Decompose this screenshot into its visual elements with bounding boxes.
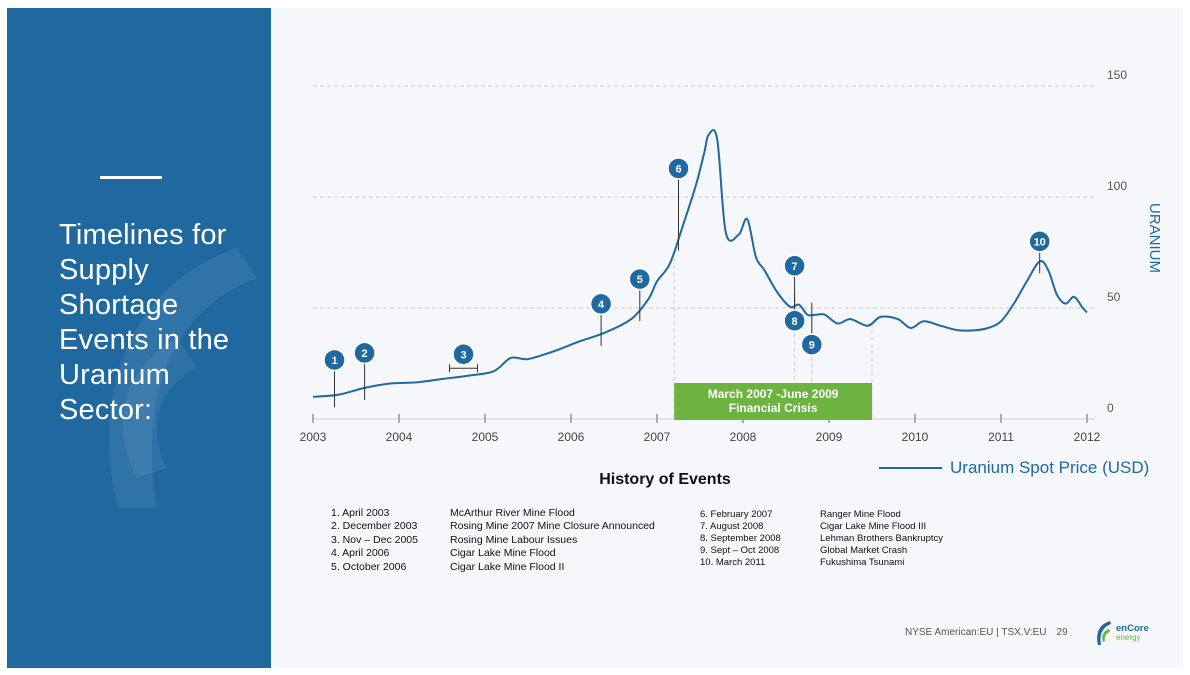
event-name: Rosing Mine 2007 Mine Closure Announced (450, 520, 655, 533)
x-tick-label: 2009 (816, 430, 843, 444)
series-line (312, 129, 1088, 398)
marker-circle (452, 343, 475, 366)
x-tick-label: 2003 (300, 430, 327, 444)
event-date: 2. December 2003 (331, 520, 418, 533)
logo-text-encore: enCore (1116, 623, 1149, 634)
exchange-listing: NYSE American:EU | TSX.V:EU (905, 627, 1047, 638)
event-date: 5. October 2006 (331, 560, 407, 573)
legend-label: Uranium Spot Price (USD) (950, 458, 1150, 477)
event-name: Ranger Mine Flood (820, 509, 901, 520)
marker-label: 7 (792, 261, 798, 273)
x-tick-label: 2010 (902, 430, 929, 444)
marker-circle (800, 333, 824, 356)
y-tick-label: 0 (1107, 401, 1114, 415)
event-name: McArthur River Mine Flood (450, 507, 575, 519)
marker-circle (1028, 230, 1051, 253)
marker-label: 9 (809, 340, 815, 352)
event-date: 3. Nov – Dec 2005 (331, 533, 418, 546)
event-name: Cigar Lake Mine Flood III (820, 521, 927, 532)
marker-circle (589, 292, 613, 316)
x-tick-label: 2012 (1074, 430, 1101, 444)
x-tick-label: 2007 (644, 430, 671, 444)
y-axis-label: URANIUM (1146, 203, 1163, 273)
y-tick-label: 50 (1107, 290, 1121, 304)
logo-mark-icon (1097, 621, 1111, 645)
marker-label: 6 (675, 163, 681, 175)
event-date: 10. March 2011 (700, 557, 766, 568)
marker-circle (628, 267, 652, 291)
event-name: Global Market Crash (820, 545, 908, 556)
x-tick-label: 2008 (730, 430, 757, 444)
title-panel (7, 8, 271, 668)
x-tick-label: 2004 (386, 430, 413, 444)
company-logo: enCore energy (1092, 618, 1154, 648)
event-date: 9. Sept – Oct 2008 (700, 545, 780, 556)
legend-swatch (879, 467, 942, 469)
title-rule (100, 176, 162, 179)
annotation-box (674, 383, 872, 420)
marker-circle (783, 254, 806, 278)
y-tick-label: 150 (1107, 68, 1127, 82)
event-name: Rosing Mine Labour Issues (450, 533, 578, 546)
watermark-icon (109, 248, 258, 508)
event-date: 8. September 2008 (700, 533, 781, 544)
marker-label: 3 (460, 349, 466, 361)
slide-title: Timelines for Supply Shortage Events in … (59, 219, 230, 426)
marker-label: 5 (637, 274, 643, 286)
event-name: Cigar Lake Mine Flood II (450, 560, 565, 573)
footer: NYSE American:EU | TSX.V:EU 29 (905, 627, 1068, 638)
event-name: Cigar Lake Mine Flood (450, 547, 556, 560)
marker-label: 2 (362, 348, 368, 360)
x-tick-label: 2011 (988, 430, 1014, 444)
marker-circle (323, 348, 346, 372)
marker-circle (353, 341, 376, 365)
marker-label: 4 (598, 299, 605, 311)
page-number: 29 (1056, 627, 1068, 638)
event-date: 6. February 2007 (700, 509, 773, 520)
y-tick-label: 100 (1107, 179, 1127, 193)
event-date: 7. August 2008 (700, 521, 764, 532)
annotation-text: March 2007 -June 2009 (708, 387, 839, 401)
event-date: 4. April 2006 (331, 547, 390, 560)
events-title: History of Events (599, 471, 731, 488)
marker-circle (783, 309, 806, 333)
marker-label: 8 (792, 316, 798, 328)
marker-label: 10 (1034, 236, 1046, 248)
event-date: 1. April 2003 (331, 507, 390, 519)
logo-text-energy: energy (1116, 633, 1141, 642)
marker-label: 1 (331, 355, 337, 367)
annotation-subtext: Financial Crisis (729, 401, 818, 415)
x-tick-label: 2005 (472, 430, 499, 444)
x-tick-label: 2006 (558, 430, 585, 444)
event-name: Lehman Brothers Bankruptcy (820, 533, 944, 544)
event-name: Fukushima Tsunami (820, 557, 905, 568)
marker-circle (667, 157, 690, 180)
